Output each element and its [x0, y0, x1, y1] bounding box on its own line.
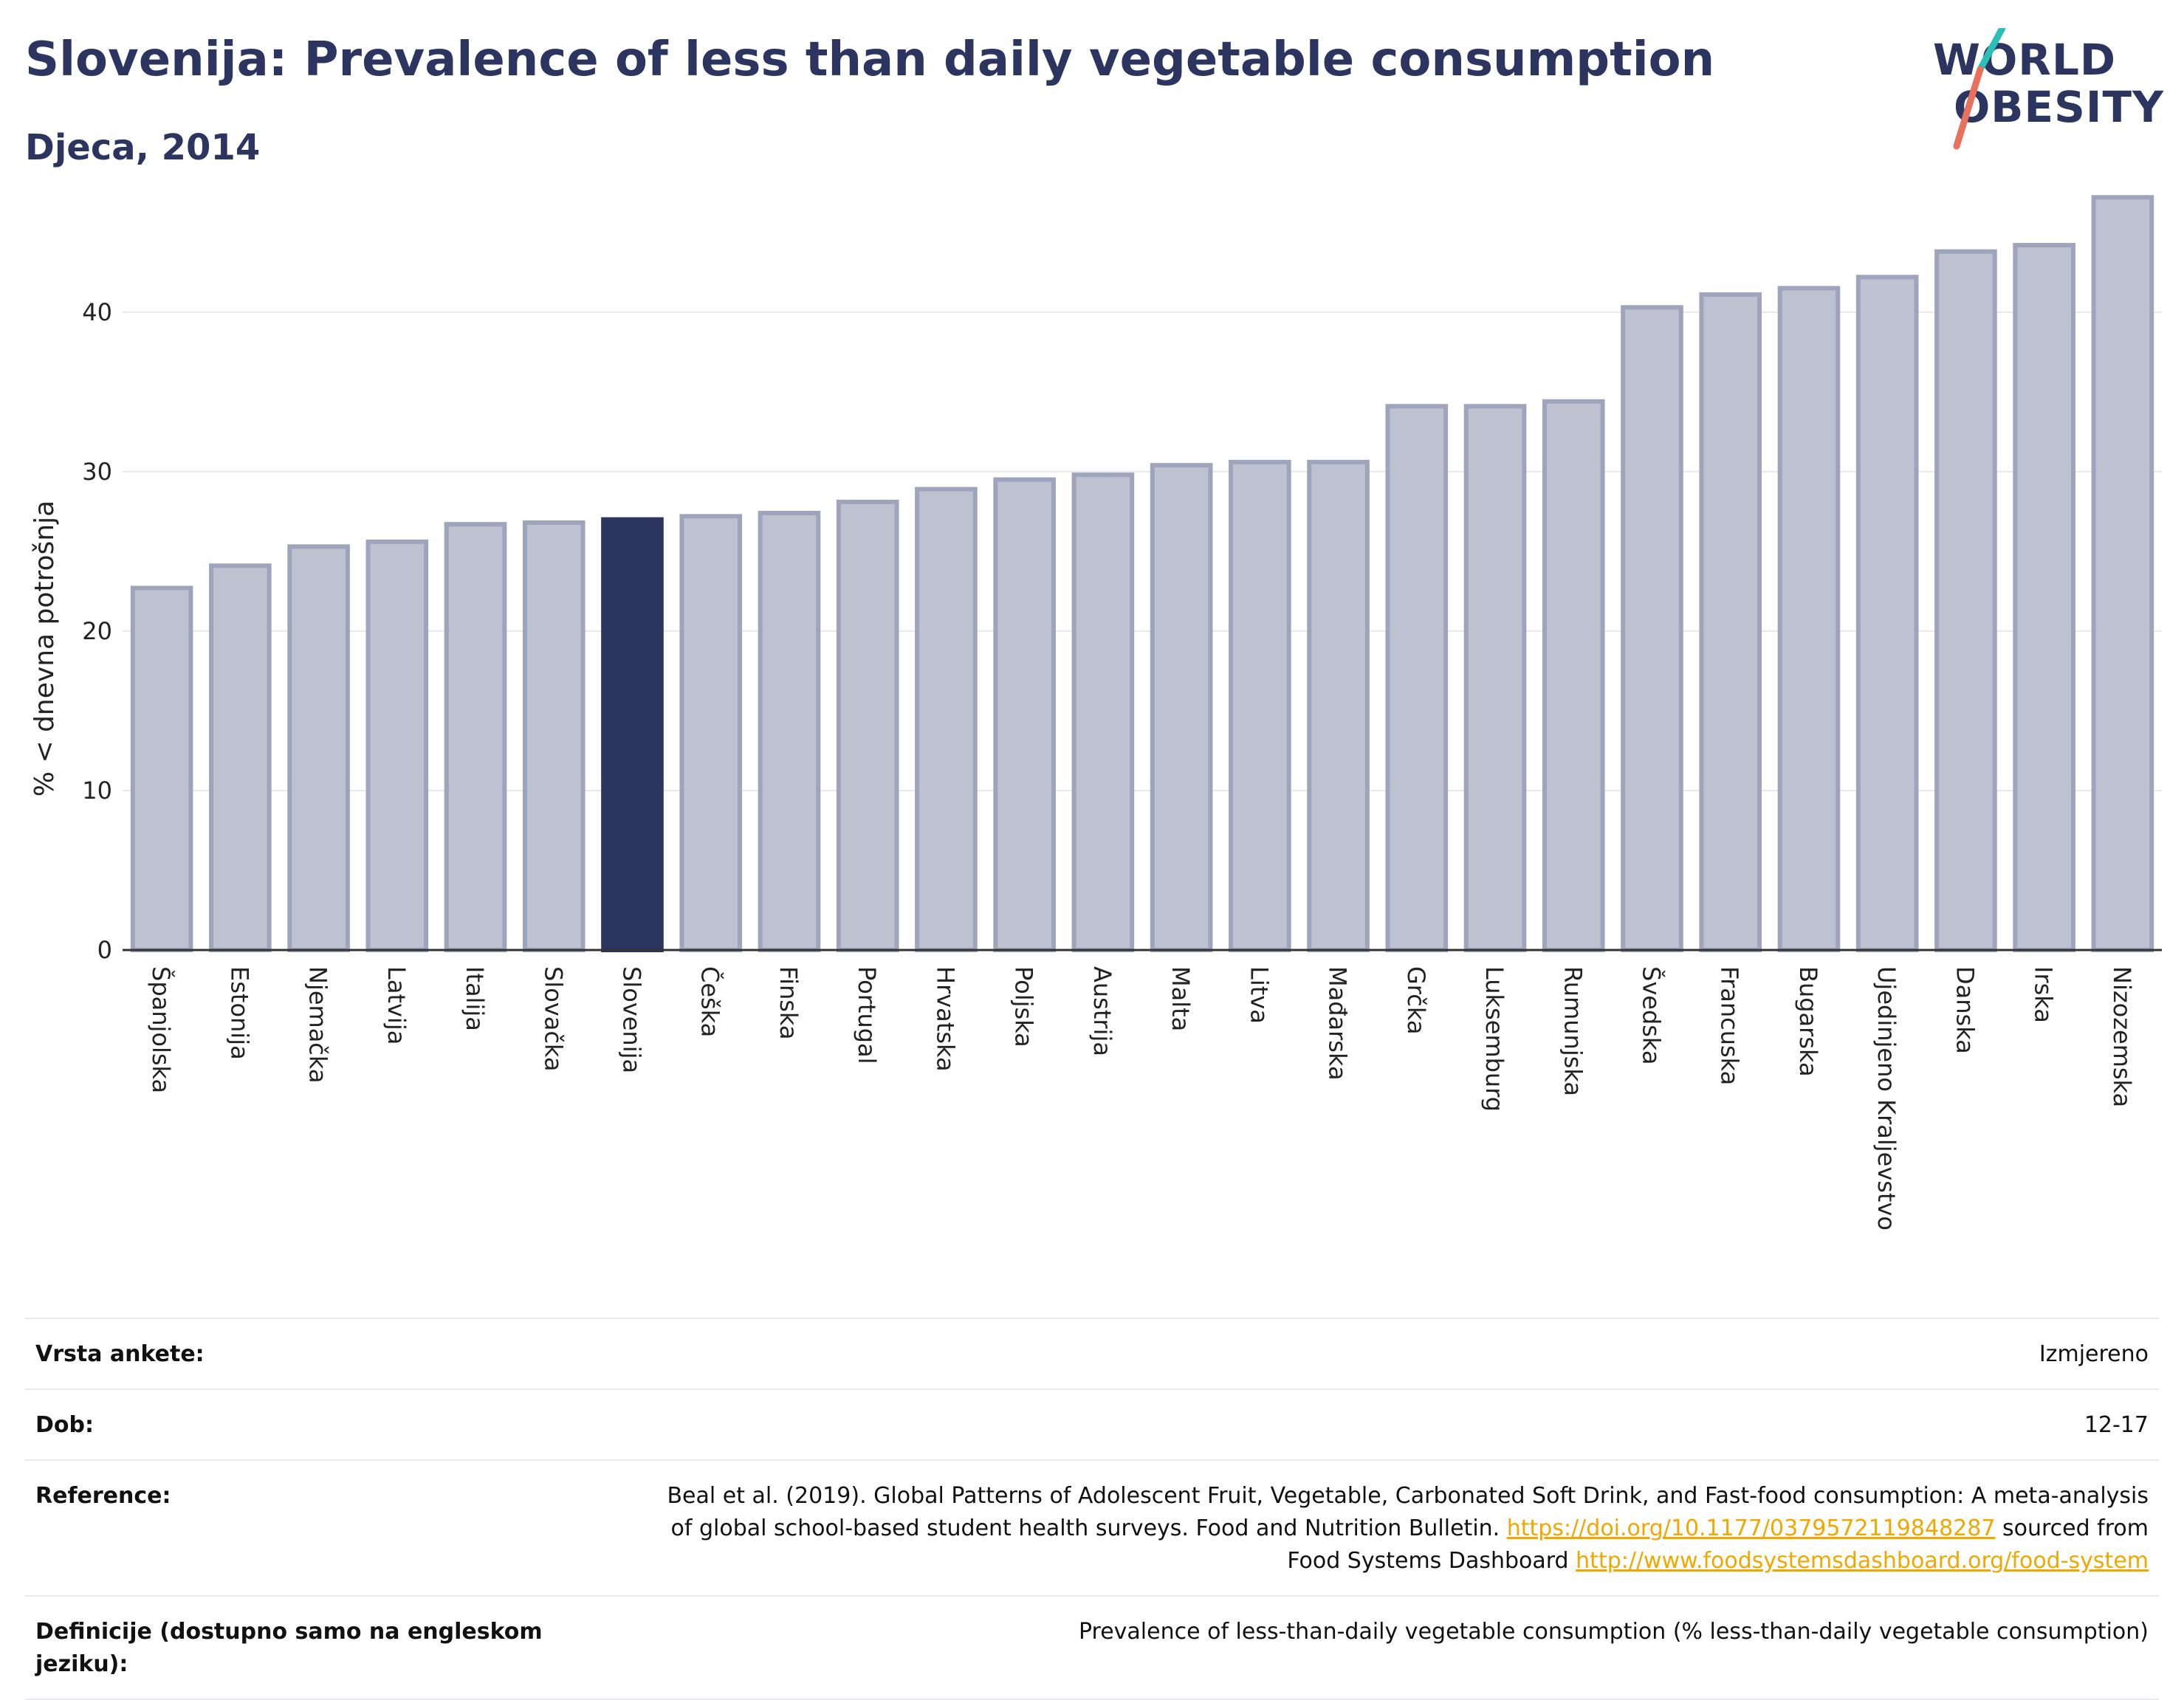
x-tick-label: Luksemburg	[1480, 966, 1508, 1112]
info-label: Dob:	[35, 1412, 94, 1438]
x-tick-label: Austrija	[1088, 966, 1116, 1056]
x-tick-label: Estonija	[225, 966, 253, 1060]
x-tick-label: Portugal	[853, 966, 881, 1064]
x-tick-label: Mađarska	[1324, 966, 1352, 1081]
page-title: Slovenija: Prevalence of less than daily…	[25, 32, 1715, 87]
bar	[1463, 404, 1527, 952]
bar	[601, 517, 664, 952]
bar	[522, 520, 586, 952]
reference-line2-suffix: sourced from	[2002, 1515, 2149, 1541]
x-tick-label: Češka	[696, 966, 725, 1037]
x-tick-label: Malta	[1167, 966, 1195, 1031]
bar	[365, 539, 429, 952]
bar	[1071, 472, 1135, 952]
food-systems-link[interactable]: http://www.foodsystemsdashboard.org/food…	[1576, 1548, 2149, 1574]
y-tick-label: 30	[82, 458, 112, 486]
x-tick-label: Finska	[775, 966, 803, 1040]
x-tick-label: Ujedinjeno Kraljevstvo	[1872, 966, 1900, 1231]
x-tick-label: Danska	[1951, 966, 1979, 1054]
logo-slash-icon	[1953, 28, 2006, 150]
info-label: Definicije (dostupno samo na engleskom j…	[35, 1619, 543, 1677]
bar	[915, 486, 978, 952]
bar	[1777, 286, 1841, 953]
x-tick-label: Švedska	[1638, 966, 1666, 1065]
info-row-age: Dob: 12-17	[25, 1388, 2159, 1459]
x-tick-label: Slovenija	[618, 966, 646, 1073]
bar	[1934, 249, 1997, 953]
bar	[758, 511, 821, 952]
bars	[130, 195, 2154, 953]
info-table: Vrsta ankete: Izmjereno Dob: 12-17 Refer…	[25, 1318, 2159, 1700]
x-tick-label: Rumunjska	[1559, 966, 1587, 1096]
x-tick-label: Hrvatska	[931, 966, 959, 1072]
bar	[1542, 399, 1605, 953]
info-value: Izmjereno	[2039, 1341, 2149, 1367]
logo-slash-top	[1977, 28, 2006, 73]
x-tick-label: Bugarska	[1794, 966, 1822, 1077]
grid-lines	[123, 311, 2162, 791]
bar	[1385, 404, 1449, 952]
reference-line2-text: of global school-based student health su…	[670, 1515, 1500, 1541]
x-tick-label: Francuska	[1716, 966, 1744, 1085]
bar	[444, 522, 507, 952]
bar	[1229, 459, 1291, 953]
x-tick-label: Njemačka	[304, 966, 332, 1083]
y-tick-label: 40	[82, 298, 112, 326]
world-obesity-logo: WORLD OBESITY	[1924, 28, 2168, 157]
x-tick-label: Grčka	[1402, 966, 1430, 1034]
y-tick-label: 0	[97, 936, 112, 964]
bar	[209, 563, 272, 952]
logo-slash-bottom	[1953, 66, 1984, 150]
info-label: Vrsta ankete:	[35, 1341, 205, 1367]
x-tick-labels: Španjolska Estonija Njemačka Latvija Italija…	[147, 966, 2136, 1231]
info-value: Beal et al. (2019). Global Patterns of A…	[667, 1480, 2149, 1577]
bar-chart: 0 10 20 30 40 Španjolska Estonija Njemačka Latv…	[30, 195, 2162, 1231]
x-tick-label: Irska	[2030, 966, 2058, 1023]
page-subtitle: Djeca, 2014	[25, 127, 261, 168]
y-tick-labels: 0 10 20 30 40	[82, 298, 112, 964]
info-row-reference: Reference: Beal et al. (2019). Global Pa…	[25, 1459, 2159, 1595]
x-tick-label: Litva	[1245, 966, 1273, 1024]
bar	[2013, 243, 2075, 953]
bar	[130, 585, 193, 952]
reference-line3-text: Food Systems Dashboard	[1287, 1548, 1569, 1574]
doi-link[interactable]: https://doi.org/10.1177/0379572119848287	[1506, 1515, 1996, 1541]
bar	[1150, 463, 1213, 952]
bar	[1855, 275, 1919, 953]
x-tick-label: Italija	[461, 966, 489, 1031]
bar	[2091, 195, 2154, 953]
x-tick-label: Španjolska	[147, 966, 176, 1093]
x-tick-label: Poljska	[1010, 966, 1038, 1047]
info-row-definitions: Definicije (dostupno samo na engleskom j…	[25, 1595, 2159, 1700]
y-axis-label: % < dnevna potrošnja	[30, 500, 60, 796]
bar	[836, 499, 899, 952]
y-tick-label: 20	[82, 617, 112, 645]
bar	[1699, 292, 1762, 953]
logo-line1: WORLD	[1933, 35, 2117, 85]
x-tick-label: Latvija	[382, 966, 411, 1045]
info-label: Reference:	[35, 1483, 171, 1509]
reference-line1: Beal et al. (2019). Global Patterns of A…	[667, 1483, 2149, 1509]
x-tick-label: Nizozemska	[2108, 966, 2136, 1107]
bar	[1307, 459, 1370, 953]
info-row-survey-type: Vrsta ankete: Izmjereno	[25, 1318, 2159, 1388]
bar	[1621, 305, 1683, 952]
bar	[679, 514, 743, 953]
x-tick-label: Slovačka	[539, 966, 567, 1072]
info-value: 12-17	[2084, 1412, 2149, 1438]
logo-line2: OBESITY	[1954, 82, 2165, 132]
bar	[993, 477, 1056, 953]
y-tick-label: 10	[82, 777, 112, 805]
info-value: Prevalence of less-than-daily vegetable …	[1078, 1619, 2149, 1645]
bar	[287, 544, 350, 952]
